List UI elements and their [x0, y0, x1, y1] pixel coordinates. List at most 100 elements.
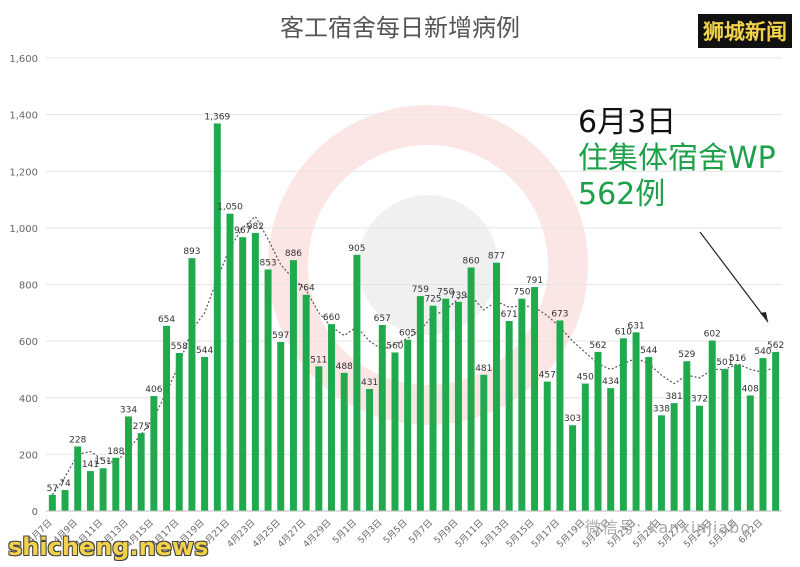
- y-tick-label: 800: [19, 281, 38, 292]
- bar-value-label: 673: [551, 309, 568, 319]
- bar: [467, 267, 475, 511]
- bar: [251, 232, 259, 511]
- bar: [175, 353, 183, 511]
- bar: [137, 433, 145, 511]
- bar: [150, 396, 158, 511]
- bar-value-label: 877: [488, 252, 505, 262]
- bar: [213, 123, 221, 511]
- bar-value-label: 151: [95, 457, 112, 467]
- bar-value-label: 544: [196, 346, 213, 356]
- bar-value-label: 853: [259, 258, 276, 268]
- bar-value-label: 481: [475, 364, 492, 374]
- bar: [480, 374, 488, 511]
- bar: [416, 296, 424, 511]
- bar-value-label: 597: [272, 331, 289, 341]
- bar-value-label: 558: [171, 342, 188, 352]
- bar-value-label: 759: [412, 285, 429, 295]
- bar-value-label: 605: [399, 329, 416, 339]
- bar-value-label: 334: [120, 405, 137, 415]
- bar-value-label: 57: [47, 484, 58, 494]
- x-tick-label: 4月29日: [301, 517, 334, 550]
- bar-value-label: 275: [133, 422, 150, 432]
- bar-value-label: 501: [716, 358, 733, 368]
- bar-value-label: 1,050: [217, 203, 243, 213]
- bar: [86, 471, 94, 511]
- bar-value-label: 188: [107, 447, 124, 457]
- bar-value-label: 660: [323, 313, 340, 323]
- bar: [239, 237, 247, 511]
- watermark-seal: [268, 105, 588, 425]
- bar: [442, 298, 450, 511]
- bar: [277, 341, 285, 511]
- y-tick-label: 400: [19, 394, 38, 405]
- bar-value-label: 488: [336, 362, 353, 372]
- trend-line: [51, 215, 776, 496]
- bar: [734, 364, 742, 511]
- bar: [670, 403, 678, 511]
- annotation-date: 6月3日: [578, 105, 677, 140]
- bar: [302, 294, 310, 511]
- bar-value-label: 141: [82, 460, 99, 470]
- bar: [404, 339, 412, 511]
- bar: [543, 381, 551, 511]
- bar: [632, 332, 640, 511]
- bar: [264, 269, 272, 511]
- bar-value-label: 560: [386, 341, 403, 351]
- bar: [226, 213, 234, 511]
- bar: [607, 388, 615, 511]
- bar-value-label: 408: [742, 384, 759, 394]
- y-tick-label: 1,400: [9, 111, 38, 122]
- annotation-line2: 562例: [578, 177, 666, 212]
- y-tick-label: 1,000: [9, 224, 38, 235]
- bar-value-label: 671: [501, 310, 518, 320]
- bar: [619, 338, 627, 511]
- y-tick-label: 0: [32, 507, 38, 518]
- bar: [74, 446, 82, 511]
- bar: [328, 324, 336, 511]
- bar-value-label: 610: [615, 327, 632, 337]
- bar-value-label: 750: [513, 288, 530, 298]
- bar: [759, 358, 767, 511]
- bar: [124, 416, 132, 511]
- bar-value-label: 381: [666, 392, 683, 402]
- bar-value-label: 431: [361, 378, 378, 388]
- bar: [518, 298, 526, 511]
- bar: [746, 395, 754, 511]
- bar: [353, 254, 361, 511]
- bar: [683, 361, 691, 511]
- bar: [696, 405, 704, 511]
- bar: [772, 351, 780, 511]
- bar-value-label: 725: [424, 295, 441, 305]
- bar: [556, 320, 564, 511]
- bar: [48, 494, 56, 511]
- bar-value-label: 750: [437, 288, 454, 298]
- bar: [112, 457, 120, 511]
- bar-value-label: 338: [653, 404, 670, 414]
- bar: [188, 258, 196, 511]
- x-tick-label: 5月7日: [407, 517, 436, 546]
- bar: [315, 366, 323, 511]
- bar-value-label: 434: [602, 377, 619, 387]
- bar: [391, 352, 399, 511]
- y-tick-label: 600: [19, 337, 38, 348]
- wechat-watermark: 微信号: kanxinjiabo: [585, 518, 752, 537]
- bar-value-label: 893: [183, 247, 200, 257]
- bar-value-label: 631: [627, 321, 644, 331]
- bar-value-label: 791: [526, 276, 543, 286]
- bar: [429, 305, 437, 511]
- arrow-head: [760, 312, 768, 322]
- y-tick-label: 1,600: [9, 54, 38, 65]
- bar-value-label: 303: [564, 414, 581, 424]
- bar: [378, 324, 386, 511]
- bar-value-label: 457: [539, 371, 556, 381]
- bar: [721, 369, 729, 511]
- bar-value-label: 764: [298, 284, 315, 294]
- bar-value-label: 450: [577, 373, 594, 383]
- bar-value-label: 739: [450, 291, 467, 301]
- bar: [645, 356, 653, 511]
- bar-value-label: 654: [158, 315, 175, 325]
- bar: [581, 383, 589, 511]
- bar-value-label: 1,369: [204, 112, 230, 122]
- bar-value-label: 967: [234, 226, 251, 236]
